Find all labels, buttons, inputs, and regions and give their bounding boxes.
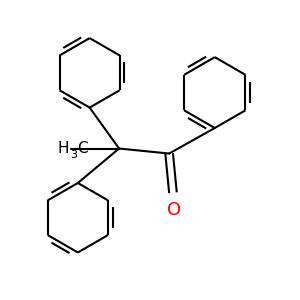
Text: O: O bbox=[167, 201, 182, 219]
Text: H: H bbox=[58, 141, 69, 156]
Text: C: C bbox=[77, 141, 88, 156]
Text: 3: 3 bbox=[70, 150, 77, 160]
